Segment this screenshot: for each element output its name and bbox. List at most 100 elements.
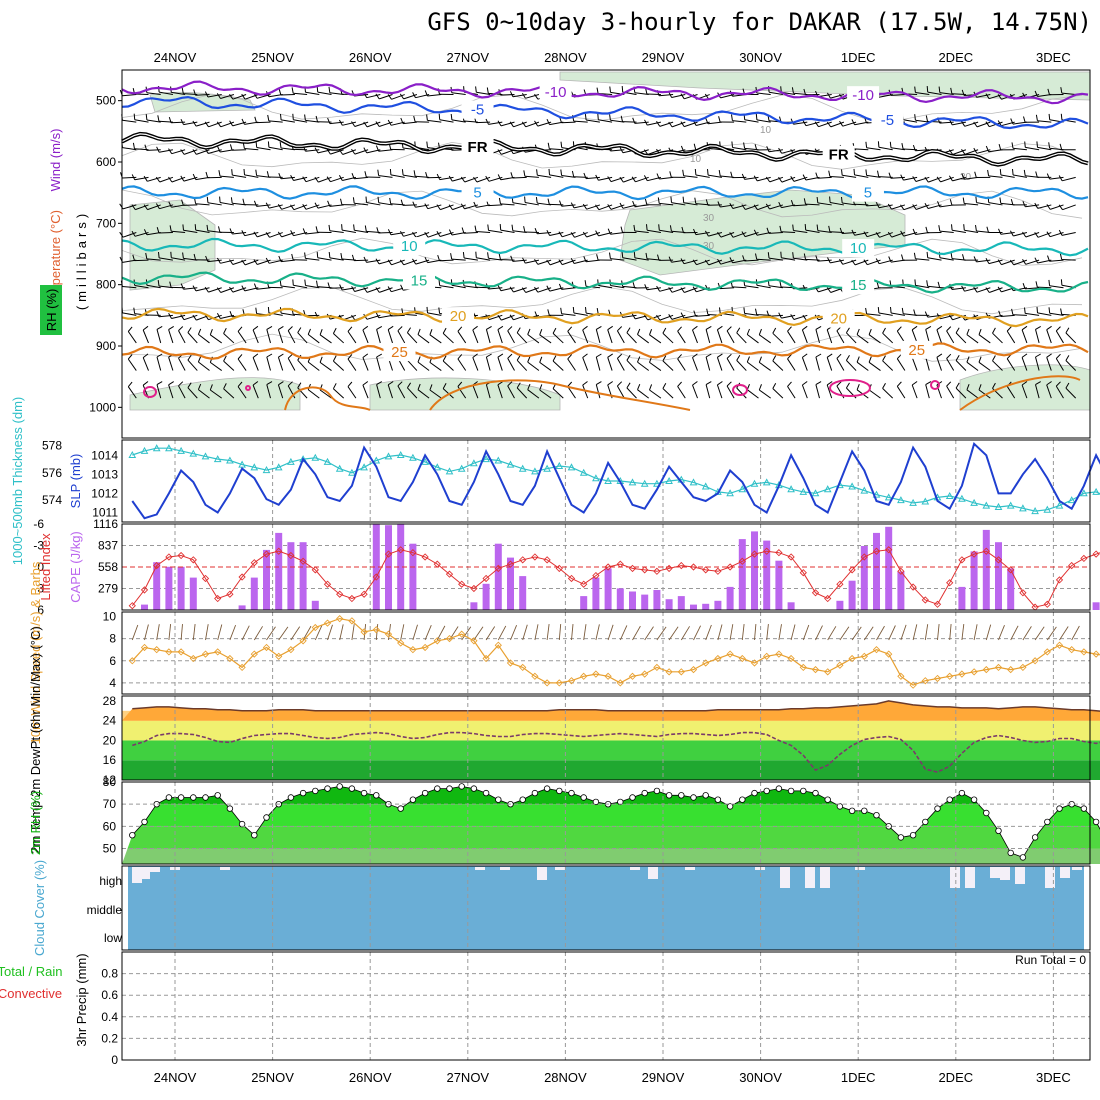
wind-barb-flag — [792, 252, 794, 259]
wind-barb — [178, 330, 186, 344]
wind-barb-flag — [1023, 169, 1026, 176]
wind-barb-flag — [375, 258, 380, 265]
wind-barb — [1037, 312, 1052, 316]
wind-barb — [297, 359, 308, 371]
wind-barb — [1065, 360, 1077, 371]
lifted-index-point — [1043, 600, 1051, 608]
wind-barb — [567, 358, 576, 371]
wind-barb — [277, 384, 284, 399]
wind-barb-flag — [755, 253, 758, 260]
wind-barb — [610, 232, 625, 235]
temperature-line — [121, 307, 1089, 328]
wind-barb — [868, 389, 881, 399]
wind-barb-flag — [218, 226, 221, 233]
wind-barb — [595, 384, 601, 399]
wind-barb — [497, 329, 503, 344]
cape-bar — [287, 542, 295, 610]
wind-barb — [616, 330, 625, 344]
wind-barb — [256, 147, 271, 151]
wind-barb-flag — [548, 168, 550, 175]
wind-barb-flag — [1046, 353, 1052, 358]
wind-barb-flag — [216, 93, 221, 99]
cloud-gap — [780, 867, 790, 888]
wind-barb — [333, 360, 345, 371]
wind10-point — [738, 654, 746, 663]
wind-barb-flag — [726, 353, 732, 359]
wind-barb — [890, 259, 905, 263]
wind-barb — [927, 314, 942, 318]
wind-barb-flag — [978, 384, 982, 391]
cloud-gap — [475, 867, 485, 870]
wind-barb-flag — [607, 353, 613, 358]
wind-barb — [1037, 94, 1052, 97]
wind-barb — [746, 361, 759, 371]
thickness-point — [1080, 489, 1088, 497]
cloud-gap — [150, 867, 160, 872]
wind-barb-flag — [448, 204, 453, 210]
wind-barb-flag — [278, 173, 282, 179]
wind-barb — [525, 202, 539, 206]
wind-barb — [878, 312, 893, 316]
wind-barb-flag — [778, 176, 783, 183]
wind-barb-flag — [828, 170, 831, 177]
lifted-index-point — [250, 559, 258, 567]
thickness-point — [701, 482, 710, 490]
rh-point — [653, 787, 661, 795]
wind-barb-flag — [442, 383, 447, 389]
wind-barb — [252, 357, 259, 371]
thickness-point — [958, 494, 966, 502]
wind-barb — [756, 119, 771, 123]
thickness-point — [311, 453, 320, 461]
wind-barb-flag — [145, 114, 148, 121]
wind-barb — [927, 91, 942, 96]
temperature-contour-label: 25 — [908, 342, 925, 359]
wind-barb — [992, 360, 1003, 371]
wind-barb-flag — [802, 174, 807, 181]
wind-barb-flag — [975, 196, 977, 203]
wind-barb-flag — [682, 196, 685, 203]
wind-barb-flag — [962, 254, 965, 261]
wind-barb — [512, 94, 527, 98]
wind-barb-flag — [292, 113, 294, 120]
wind-barb — [220, 121, 235, 128]
wind-barb — [297, 332, 308, 344]
wind-barb-flag — [497, 174, 502, 181]
wind-barb-flag — [375, 145, 380, 152]
temperature-contour: 10 10 — [121, 237, 1089, 258]
wind-barb-flag — [204, 121, 209, 128]
rh-point — [214, 792, 221, 799]
wind-barb — [1046, 384, 1052, 399]
thickness-point — [396, 450, 405, 459]
wind-barb — [220, 259, 235, 264]
wind-barb — [440, 204, 454, 211]
wind-barb-flag — [607, 176, 612, 182]
wind-barb — [305, 119, 320, 123]
wind10-point — [494, 641, 502, 649]
wind-barb — [842, 259, 857, 265]
wind-barb — [952, 121, 966, 126]
wind-barb-flag — [252, 325, 259, 331]
rh-point — [177, 794, 185, 801]
wind-barb-flag — [442, 327, 447, 334]
wind-barb-flag — [1065, 327, 1070, 334]
wind-barb — [485, 329, 491, 344]
wind-barb-flag — [779, 225, 782, 232]
wind-barb — [595, 356, 601, 371]
wind-tick-label: 6 — [109, 654, 116, 668]
cape-bar — [153, 562, 161, 610]
wind-barb-flag — [896, 326, 902, 332]
wind-barb-flag — [742, 255, 745, 262]
wind-barb-flag — [534, 228, 538, 234]
date-label-bottom: 3DEC — [1036, 1070, 1071, 1085]
cape-bar — [238, 605, 246, 610]
wind10-barb — [534, 624, 539, 641]
wind-barb-flag — [376, 227, 379, 234]
wind-barb-flag — [645, 252, 648, 259]
wind-barb-flag — [156, 353, 163, 358]
wind-barb — [1006, 358, 1016, 371]
wind-barb-flag — [582, 203, 588, 210]
cape-bar — [629, 591, 636, 610]
temperature-contour-label: 15 — [411, 273, 428, 290]
wind-barb-flag — [729, 232, 734, 238]
wind-barb-flag — [142, 381, 149, 386]
